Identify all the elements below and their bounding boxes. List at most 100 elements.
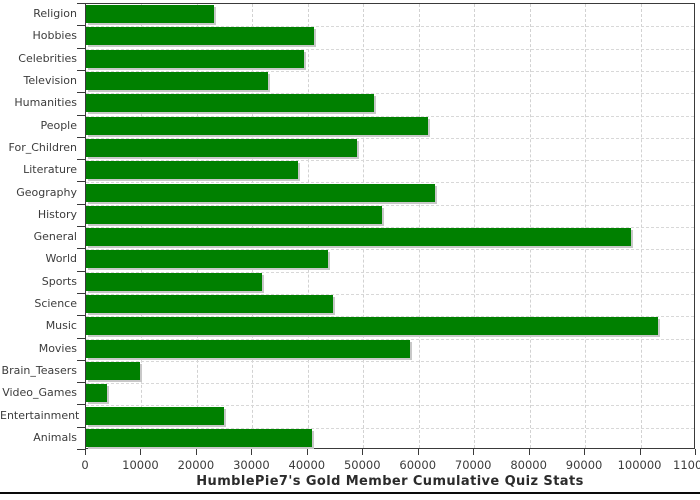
bar-world xyxy=(86,250,329,269)
bar-movies xyxy=(86,339,411,358)
y-axis-tick xyxy=(77,3,85,4)
y-axis-tick xyxy=(77,136,85,138)
x-axis-tick xyxy=(195,449,197,455)
bar-humanities xyxy=(86,94,374,113)
vertical-gridline xyxy=(585,4,587,448)
x-tick-label: 50000 xyxy=(343,458,381,472)
category-label: General xyxy=(33,230,77,244)
y-axis-tick xyxy=(77,404,85,406)
x-axis-tick xyxy=(417,449,419,455)
horizontal-gridline xyxy=(86,93,694,95)
x-tick-label: 10000 xyxy=(122,458,159,472)
bar-for_children xyxy=(86,138,358,157)
y-axis-tick xyxy=(77,47,85,49)
bar-brain_teasers xyxy=(86,361,140,380)
bar-television xyxy=(86,72,268,91)
vertical-gridline xyxy=(474,4,476,448)
y-axis-tick xyxy=(77,248,85,250)
y-axis-tick xyxy=(77,337,85,339)
category-label: Sports xyxy=(41,274,77,288)
horizontal-gridline xyxy=(86,338,694,340)
x-tick-label: 100000 xyxy=(617,458,662,472)
category-label: People xyxy=(40,118,77,132)
category-label: Brain_Teasers xyxy=(1,363,77,377)
x-axis-tick xyxy=(584,449,586,455)
y-axis-tick xyxy=(77,181,85,183)
bar-literature xyxy=(86,161,299,180)
category-label: Celebrities xyxy=(18,51,77,65)
vertical-gridline xyxy=(529,4,531,448)
bar-general xyxy=(86,228,631,247)
horizontal-gridline xyxy=(86,48,694,50)
horizontal-gridline xyxy=(86,204,694,206)
category-label: Movies xyxy=(38,341,77,355)
horizontal-gridline xyxy=(86,137,694,139)
horizontal-gridline xyxy=(86,383,694,385)
x-axis-tick xyxy=(639,449,641,455)
category-label: Television xyxy=(23,74,78,88)
y-axis-tick xyxy=(77,270,85,272)
plot-area xyxy=(85,3,695,449)
x-axis-tick xyxy=(473,449,475,455)
x-tick-label: 20000 xyxy=(177,458,215,472)
x-tick-label: 80000 xyxy=(510,458,547,472)
x-tick-label: 0 xyxy=(81,458,89,472)
bar-entertainment xyxy=(86,406,224,425)
category-label: Geography xyxy=(16,185,77,199)
x-axis-tick xyxy=(85,449,86,455)
bar-religion xyxy=(86,5,215,24)
y-axis-tick xyxy=(77,292,85,294)
x-tick-label: 30000 xyxy=(233,458,270,472)
y-axis-tick xyxy=(77,226,85,227)
bar-video_games xyxy=(86,384,107,403)
x-tick-label: 60000 xyxy=(399,458,437,472)
vertical-gridline xyxy=(640,4,642,448)
y-axis-tick xyxy=(77,25,85,27)
y-axis-tick xyxy=(77,203,85,205)
category-label: Entertainment xyxy=(0,408,80,422)
y-axis-tick xyxy=(77,69,85,71)
x-tick-label: 40000 xyxy=(288,458,326,472)
horizontal-gridline xyxy=(86,160,694,162)
y-axis-tick xyxy=(77,382,85,384)
bar-sports xyxy=(86,272,263,291)
bottom-divider xyxy=(0,492,700,494)
x-axis-tick xyxy=(140,449,142,455)
category-label: Religion xyxy=(33,7,77,21)
bar-geography xyxy=(86,183,436,202)
vertical-gridline xyxy=(363,4,365,448)
x-axis-tick xyxy=(362,449,364,455)
bar-music xyxy=(86,317,659,336)
horizontal-gridline xyxy=(86,316,694,318)
y-axis-tick xyxy=(77,426,85,428)
category-label: Animals xyxy=(33,430,77,444)
horizontal-gridline xyxy=(86,182,694,184)
horizontal-gridline xyxy=(86,227,694,228)
bar-hobbies xyxy=(86,27,314,46)
y-axis-tick xyxy=(77,315,85,317)
y-axis-tick xyxy=(77,114,85,116)
category-label: Hobbies xyxy=(32,29,77,43)
bar-people xyxy=(86,116,429,135)
horizontal-gridline xyxy=(86,271,694,273)
x-axis-tick xyxy=(251,449,253,455)
horizontal-gridline xyxy=(86,70,694,72)
category-label: Science xyxy=(34,297,77,311)
category-label: Humanities xyxy=(14,96,77,110)
horizontal-gridline xyxy=(86,115,694,117)
horizontal-gridline xyxy=(86,405,694,407)
bar-animals xyxy=(86,428,312,447)
category-label: Literature xyxy=(23,163,77,177)
x-axis-tick xyxy=(306,449,308,455)
horizontal-gridline xyxy=(86,427,694,429)
x-tick-label: 90000 xyxy=(565,458,603,472)
bar-science xyxy=(86,295,333,314)
y-axis-tick xyxy=(77,92,85,94)
horizontal-gridline xyxy=(86,293,694,295)
vertical-gridline xyxy=(252,4,254,448)
x-axis-tick xyxy=(528,449,530,455)
y-axis-tick xyxy=(77,449,85,450)
vertical-gridline xyxy=(141,4,143,448)
vertical-gridline xyxy=(307,4,309,448)
